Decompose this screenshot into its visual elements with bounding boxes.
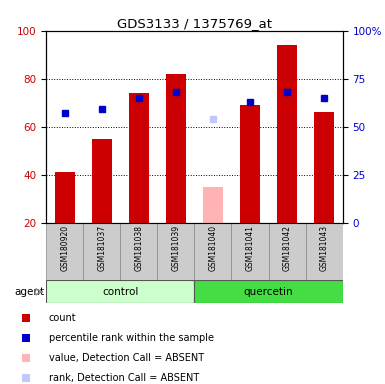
Text: GSM181043: GSM181043 — [320, 225, 329, 271]
Text: GSM181039: GSM181039 — [171, 225, 181, 271]
Bar — [55, 172, 75, 223]
Text: GSM181040: GSM181040 — [208, 225, 218, 271]
Text: rank, Detection Call = ABSENT: rank, Detection Call = ABSENT — [49, 373, 199, 383]
Bar — [157, 223, 194, 282]
Text: count: count — [49, 313, 77, 323]
Bar — [240, 105, 260, 223]
Text: value, Detection Call = ABSENT: value, Detection Call = ABSENT — [49, 353, 204, 363]
Bar — [46, 280, 194, 303]
Text: quercetin: quercetin — [244, 287, 293, 297]
Bar — [129, 93, 149, 223]
Text: percentile rank within the sample: percentile rank within the sample — [49, 333, 214, 343]
Bar — [46, 223, 83, 282]
Bar — [166, 74, 186, 223]
Bar — [231, 223, 268, 282]
Text: GSM181038: GSM181038 — [134, 225, 143, 270]
Bar — [83, 223, 120, 282]
Bar — [92, 139, 112, 223]
Bar — [306, 223, 343, 282]
Bar — [194, 223, 231, 282]
Bar — [203, 187, 223, 223]
Text: GSM181041: GSM181041 — [246, 225, 254, 270]
Text: control: control — [102, 287, 139, 297]
Text: GSM181037: GSM181037 — [97, 225, 106, 271]
Bar — [277, 45, 297, 223]
Bar — [314, 112, 334, 223]
Text: agent: agent — [14, 287, 44, 297]
Bar — [194, 280, 343, 303]
Bar — [268, 223, 306, 282]
Text: GSM180920: GSM180920 — [60, 225, 69, 271]
Bar — [120, 223, 157, 282]
Text: GSM181042: GSM181042 — [283, 225, 291, 270]
Title: GDS3133 / 1375769_at: GDS3133 / 1375769_at — [117, 17, 272, 30]
